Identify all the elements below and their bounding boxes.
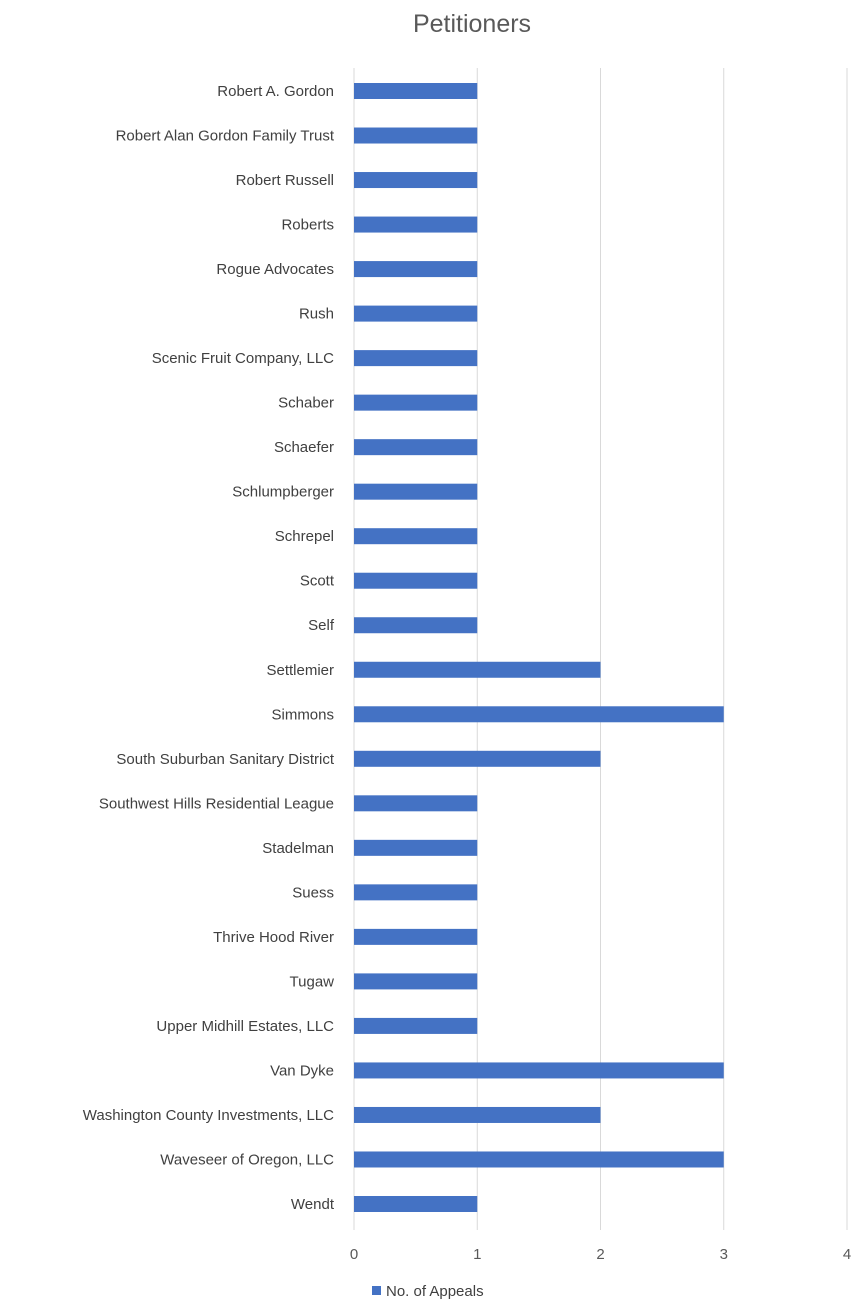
bar [354,617,478,634]
bar [354,1062,724,1079]
bar [354,1196,478,1212]
bar [354,928,478,945]
category-label: Scenic Fruit Company, LLC [152,350,334,367]
category-label: Suess [292,884,334,901]
x-tick-label: 4 [843,1246,851,1263]
legend: No. of Appeals [372,1283,484,1300]
bar [354,127,478,144]
category-label: Wendt [291,1196,335,1213]
bar [354,528,478,545]
x-tick-label: 0 [350,1246,358,1263]
bar [354,350,478,367]
category-label: Self [308,617,335,634]
bar [354,305,478,322]
category-label: Van Dyke [270,1062,334,1079]
bar [354,83,478,99]
legend-swatch [372,1286,381,1295]
category-label: Simmons [271,706,334,723]
category-label: Rush [299,306,334,323]
category-label: Roberts [281,217,334,234]
bar [354,439,478,456]
x-tick-label: 3 [720,1246,728,1263]
x-tick-label: 2 [596,1246,604,1263]
category-label: South Suburban Sanitary District [116,751,334,768]
x-tick-label: 1 [473,1246,481,1263]
bar [354,1017,478,1034]
category-label: Settlemier [266,662,334,679]
category-label: Tugaw [290,973,335,990]
bar [354,483,478,500]
category-label: Schrepel [275,528,334,545]
category-label: Robert Alan Gordon Family Trust [116,128,335,145]
bar [354,1151,724,1168]
bar [354,261,478,278]
category-label: Upper Midhill Estates, LLC [156,1018,334,1035]
bar [354,661,601,678]
bar [354,172,478,189]
category-label: Waveseer of Oregon, LLC [160,1151,334,1168]
category-label: Schaefer [274,439,334,456]
legend-label: No. of Appeals [386,1283,484,1300]
gridlines [353,68,848,1230]
bar [354,884,478,901]
chart-title: Petitioners [413,10,531,38]
category-label: Robert Russell [236,172,334,189]
bars [354,83,724,1212]
category-label: Southwest Hills Residential League [99,795,334,812]
bar [354,750,601,767]
bar [354,973,478,990]
bar [354,1106,601,1123]
bar [354,216,478,233]
category-label: Scott [300,573,335,590]
x-axis-ticks: 0 1 2 3 4 [350,1246,851,1263]
bar [354,706,724,723]
category-label: Thrive Hood River [213,929,334,946]
bar [354,839,478,856]
category-label: Robert A. Gordon [217,83,334,100]
bar [354,572,478,589]
category-label: Schaber [278,395,334,412]
bar [354,394,478,411]
category-labels: Robert A. Gordon Robert Alan Gordon Famil… [83,83,335,1213]
category-label: Rogue Advocates [216,261,334,278]
category-label: Stadelman [262,840,334,857]
category-label: Schlumpberger [232,484,334,501]
category-label: Washington County Investments, LLC [83,1107,334,1124]
bar [354,795,478,812]
